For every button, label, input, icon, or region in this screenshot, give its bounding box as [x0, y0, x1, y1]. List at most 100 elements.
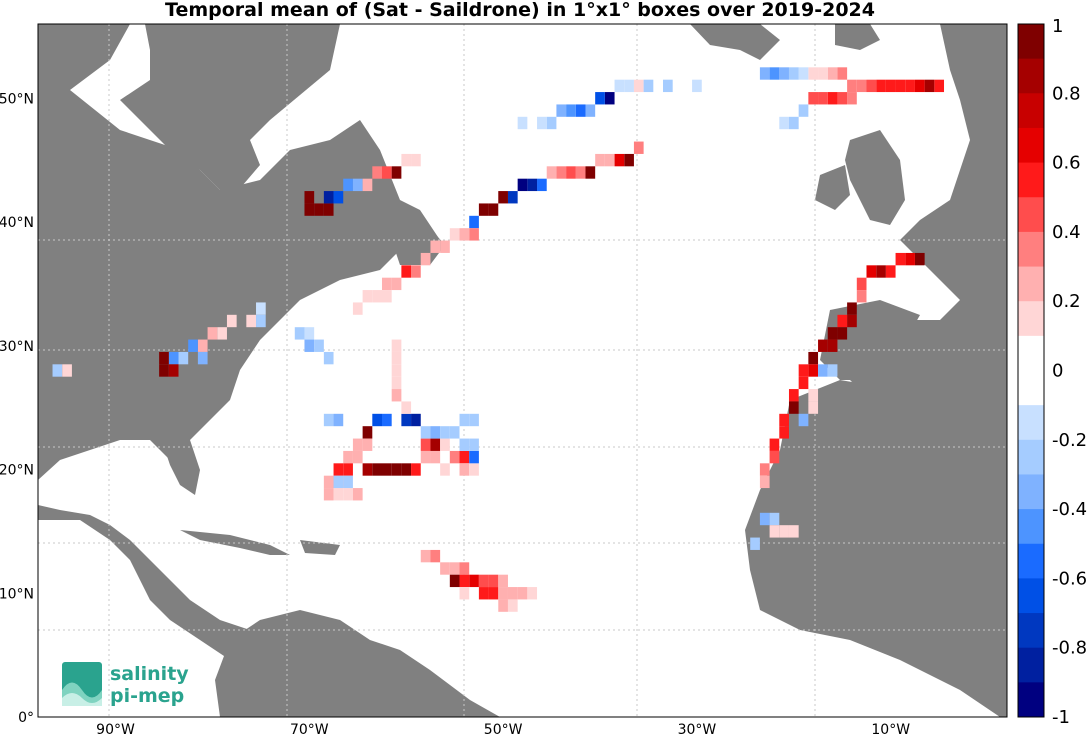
colorbar-segment: [1018, 301, 1044, 337]
data-cell: [159, 351, 169, 365]
data-cell: [885, 265, 896, 278]
data-cell: [566, 104, 576, 117]
data-cell: [440, 426, 450, 439]
data-cell: [333, 463, 344, 476]
data-cell: [430, 426, 441, 439]
data-cell: [488, 574, 499, 588]
longitude-tick-labels: 90°W 70°W 50°W 30°W 10°W: [96, 722, 910, 737]
data-cell: [391, 339, 402, 352]
data-cell: [391, 277, 402, 291]
logo-text-line2: pi-mep: [110, 685, 184, 707]
data-cell: [391, 463, 402, 476]
data-cell: [362, 438, 373, 451]
data-cell: [323, 351, 334, 365]
logo-wave-icon: [62, 662, 102, 706]
data-cell: [517, 587, 528, 600]
data-cell: [876, 79, 886, 93]
data-cell: [459, 438, 470, 451]
data-cell: [759, 512, 770, 526]
data-cell: [440, 562, 450, 575]
data-cell: [372, 413, 382, 427]
data-cell: [294, 327, 305, 340]
data-cell: [537, 178, 547, 192]
data-cell: [352, 450, 363, 464]
data-cell: [323, 191, 334, 204]
ireland-island: [815, 165, 850, 210]
data-cell: [401, 401, 412, 414]
longitude-tick-label: 10°W: [871, 722, 910, 737]
data-cell: [372, 290, 382, 303]
data-cell: [381, 463, 392, 476]
data-cell: [808, 364, 819, 377]
data-cell: [895, 252, 906, 266]
data-cell: [459, 463, 470, 476]
north-america-landmass: [38, 24, 440, 480]
data-cell: [507, 587, 518, 600]
data-cell: [624, 79, 634, 93]
data-cell: [226, 314, 237, 328]
colorbar-tick-label: 0: [1052, 361, 1063, 382]
data-cell: [769, 512, 780, 526]
data-cell: [314, 203, 324, 216]
data-cell: [391, 376, 402, 390]
data-cell: [788, 389, 799, 402]
colorbar-tick-label: 0.2: [1052, 291, 1081, 312]
data-cells: [52, 67, 945, 612]
data-cell: [779, 116, 789, 130]
data-cell: [411, 153, 421, 167]
data-cell: [323, 475, 334, 489]
data-cell: [352, 302, 363, 315]
colorbar-segment: [1018, 231, 1044, 268]
data-cell: [827, 364, 838, 377]
longitude-tick-label: 30°W: [678, 722, 717, 737]
data-cell: [449, 562, 460, 575]
data-cell: [750, 537, 760, 550]
data-cell: [352, 488, 363, 501]
data-cell: [769, 438, 780, 451]
data-cell: [401, 265, 412, 278]
colorbar: [1017, 23, 1045, 718]
data-cell: [498, 599, 508, 612]
data-cell: [847, 79, 857, 93]
latitude-tick-label: 40°N: [0, 215, 34, 231]
longitude-tick-label: 70°W: [290, 722, 329, 737]
data-cell: [779, 426, 789, 439]
data-cell: [449, 450, 460, 464]
colorbar-segment: [1018, 613, 1044, 649]
data-cell: [798, 413, 809, 427]
data-cell: [498, 191, 508, 204]
data-cell: [401, 413, 412, 427]
data-cell: [420, 426, 431, 439]
data-cell: [430, 549, 441, 563]
data-cell: [788, 116, 799, 130]
colorbar-tick-label: -0.6: [1052, 568, 1087, 589]
data-cell: [352, 178, 363, 192]
data-cell: [934, 79, 945, 93]
colorbar-tick-label: -0.8: [1052, 638, 1087, 659]
data-cell: [663, 79, 673, 93]
data-cell: [449, 574, 460, 588]
data-cell: [459, 562, 470, 575]
data-cell: [924, 79, 935, 93]
colorbar-tick-label: -0.2: [1052, 430, 1087, 451]
colorbar-segment: [1018, 509, 1044, 545]
data-cell: [856, 277, 867, 291]
colorbar-segment: [1018, 197, 1044, 233]
colorbar-tick-label: 0.6: [1052, 153, 1081, 174]
data-cell: [779, 67, 789, 80]
colorbar-frame: [1017, 23, 1045, 718]
data-cell: [827, 327, 838, 340]
salinity-pi-mep-logo: salinity pi-mep: [62, 662, 189, 707]
colorbar-tick-label: -0.4: [1052, 499, 1087, 520]
data-cell: [556, 104, 567, 117]
data-cell: [905, 252, 915, 266]
data-cell: [614, 153, 625, 167]
colorbar-segment: [1018, 266, 1044, 302]
data-cell: [692, 79, 702, 93]
data-cell: [527, 587, 538, 600]
data-cell: [556, 166, 567, 179]
logo-text-line1: salinity: [110, 663, 189, 685]
data-cell: [314, 339, 324, 352]
colorbar-segment: [1018, 543, 1044, 579]
data-cell: [808, 401, 819, 414]
